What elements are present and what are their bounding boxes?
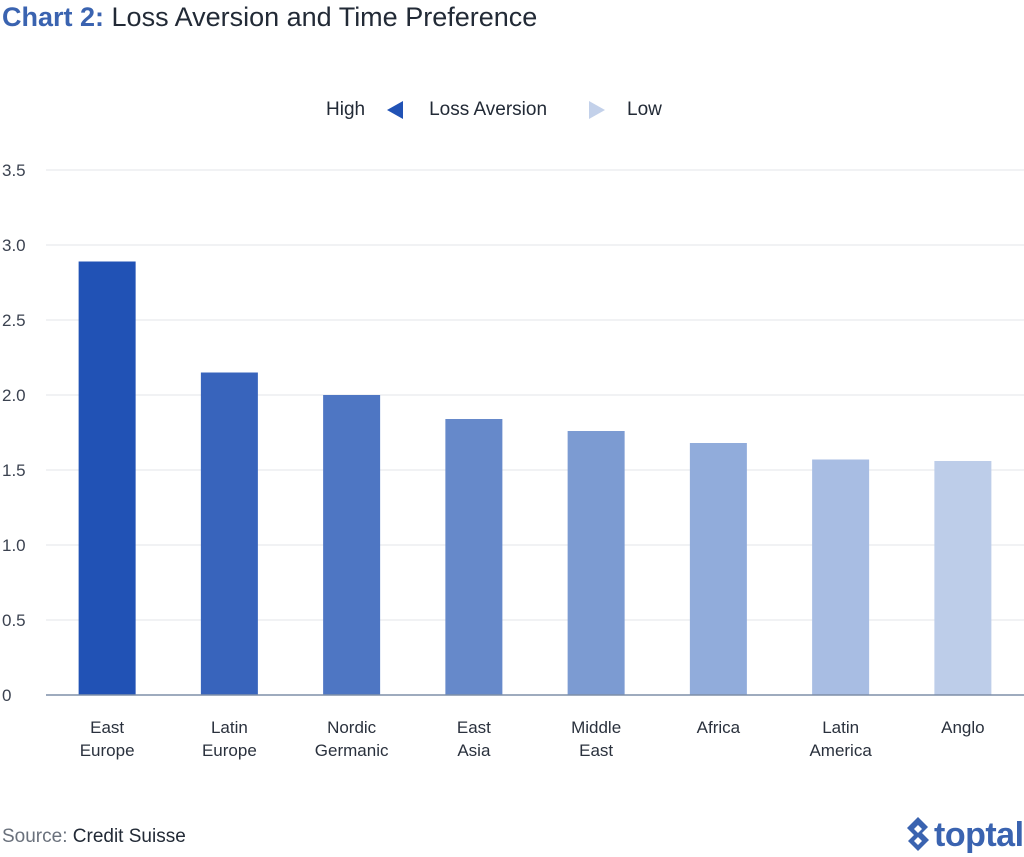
source-note: Source: Credit Suisse [2, 826, 186, 848]
bar [812, 459, 870, 695]
toptal-logo: toptal [905, 813, 1024, 857]
x-tick-label: Anglo [941, 718, 984, 737]
bar [934, 461, 992, 695]
y-tick-label: 1.0 [2, 536, 26, 555]
chart-title-text: Loss Aversion and Time Preference [111, 2, 538, 32]
legend-low-label: Low [627, 99, 662, 120]
chart-title-prefix: Chart 2: [2, 2, 105, 32]
toptal-logo-text: toptal [934, 816, 1024, 854]
bar [445, 419, 503, 695]
source-label: Source: [2, 826, 68, 847]
source-value: Credit Suisse [72, 826, 186, 847]
bar [78, 261, 136, 695]
toptal-diamond-icon [907, 817, 929, 851]
legend-center-label: Loss Aversion [429, 99, 548, 120]
legend-high-label: High [326, 99, 366, 120]
bar [323, 395, 381, 695]
x-tick-label: Africa [697, 718, 741, 737]
y-tick-label: 0.5 [2, 611, 26, 630]
x-tick-label: Latin America [809, 718, 872, 760]
chart-title: Chart 2: Loss Aversion and Time Preferen… [2, 0, 537, 34]
bar [689, 443, 747, 695]
x-tick-label: Nordic Germanic [315, 718, 389, 760]
y-tick-label: 3.5 [2, 161, 26, 180]
x-tick-label: Middle East [571, 718, 621, 760]
bar-chart: 0 0.5 1.0 1.5 2.0 2.5 3.0 3.5 East Europe Latin Eur… [2, 161, 1024, 760]
legend-low-triangle-icon [589, 101, 606, 119]
y-tick-label: 2.0 [2, 386, 26, 405]
bar [200, 372, 258, 695]
legend-high-triangle-icon [387, 101, 404, 119]
legend: High Loss Aversion Low [326, 96, 662, 124]
bar [567, 431, 625, 695]
y-tick-label: 3.0 [2, 236, 26, 255]
y-tick-label: 2.5 [2, 311, 26, 330]
x-tick-label: East Europe [80, 718, 135, 760]
x-tick-label: Latin Europe [202, 718, 257, 760]
x-tick-label: East Asia [457, 718, 491, 760]
y-tick-label: 0 [2, 686, 11, 705]
y-tick-label: 1.5 [2, 461, 26, 480]
